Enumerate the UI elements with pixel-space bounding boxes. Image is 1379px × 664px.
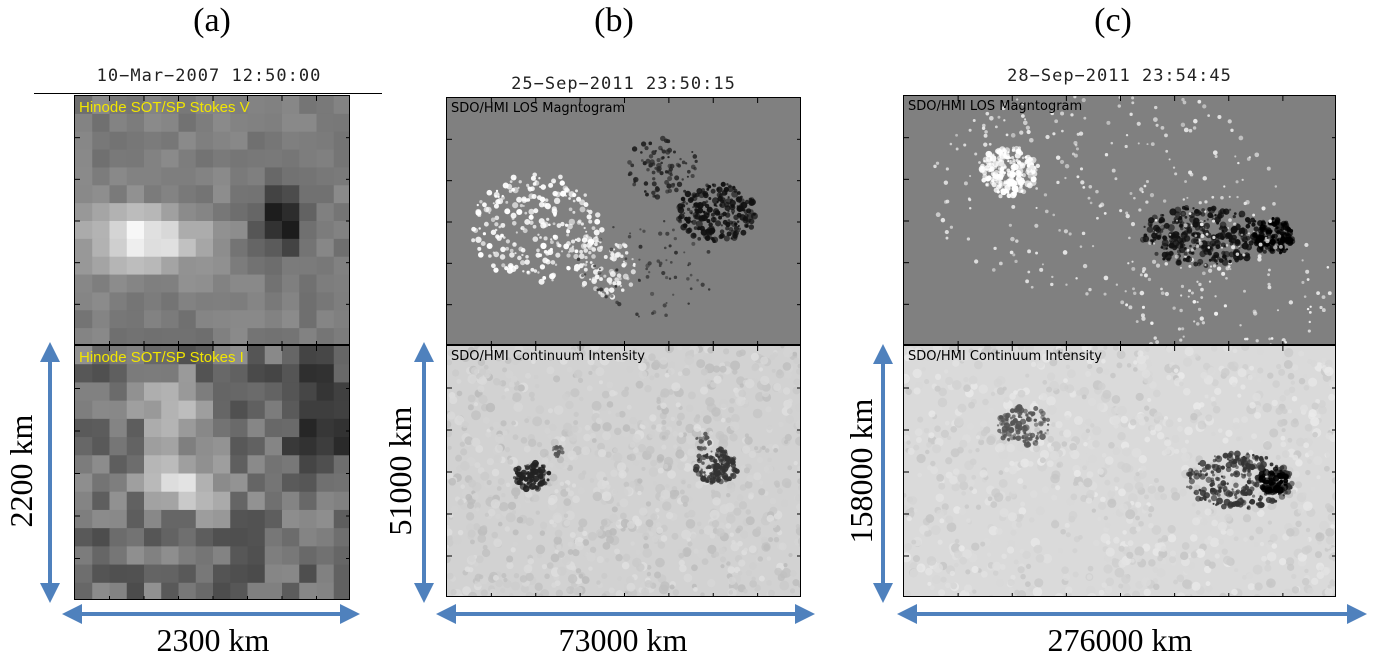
width-label-a: 2300 km	[156, 622, 270, 658]
title-rule-a	[34, 93, 382, 94]
magnetogram-title-b: SDO/HMI LOS Magntogram	[451, 101, 626, 116]
height-label-c: 158000 km	[843, 398, 879, 544]
timestamp-a: 10−Mar−2007 12:50:00	[96, 66, 322, 86]
panel-label-a: (a)	[193, 2, 231, 39]
stokes-i-title: Hinode SOT/SP Stokes I	[79, 349, 244, 366]
panel-label-b: (b)	[594, 2, 634, 39]
timestamp-b: 25−Sep−2011 23:50:15	[511, 74, 736, 94]
stokes-v-title: Hinode SOT/SP Stokes V	[79, 99, 250, 116]
timestamp-c: 28−Sep−2011 23:54:45	[1007, 66, 1232, 86]
continuum-title-b: SDO/HMI Continuum Intensity	[451, 349, 645, 364]
width-label-c: 276000 km	[1047, 622, 1193, 658]
stokes-i-map: Hinode SOT/SP Stokes I	[74, 345, 350, 600]
magnetogram-title-c: SDO/HMI LOS Magntogram	[908, 99, 1083, 114]
width-label-b: 73000 km	[558, 622, 688, 658]
hmi-magnetogram-b: SDO/HMI LOS Magntogram	[446, 97, 801, 345]
height-label-b: 51000 km	[382, 406, 418, 536]
hmi-magnetogram-c: SDO/HMI LOS Magntogram	[903, 95, 1336, 345]
height-label-a: 2200 km	[3, 414, 39, 528]
panel-label-c: (c)	[1094, 2, 1132, 39]
continuum-title-c: SDO/HMI Continuum Intensity	[908, 349, 1102, 364]
stokes-v-map: Hinode SOT/SP Stokes V	[74, 95, 350, 345]
hmi-continuum-b: SDO/HMI Continuum Intensity	[446, 345, 801, 597]
hmi-continuum-c: SDO/HMI Continuum Intensity	[903, 345, 1336, 597]
